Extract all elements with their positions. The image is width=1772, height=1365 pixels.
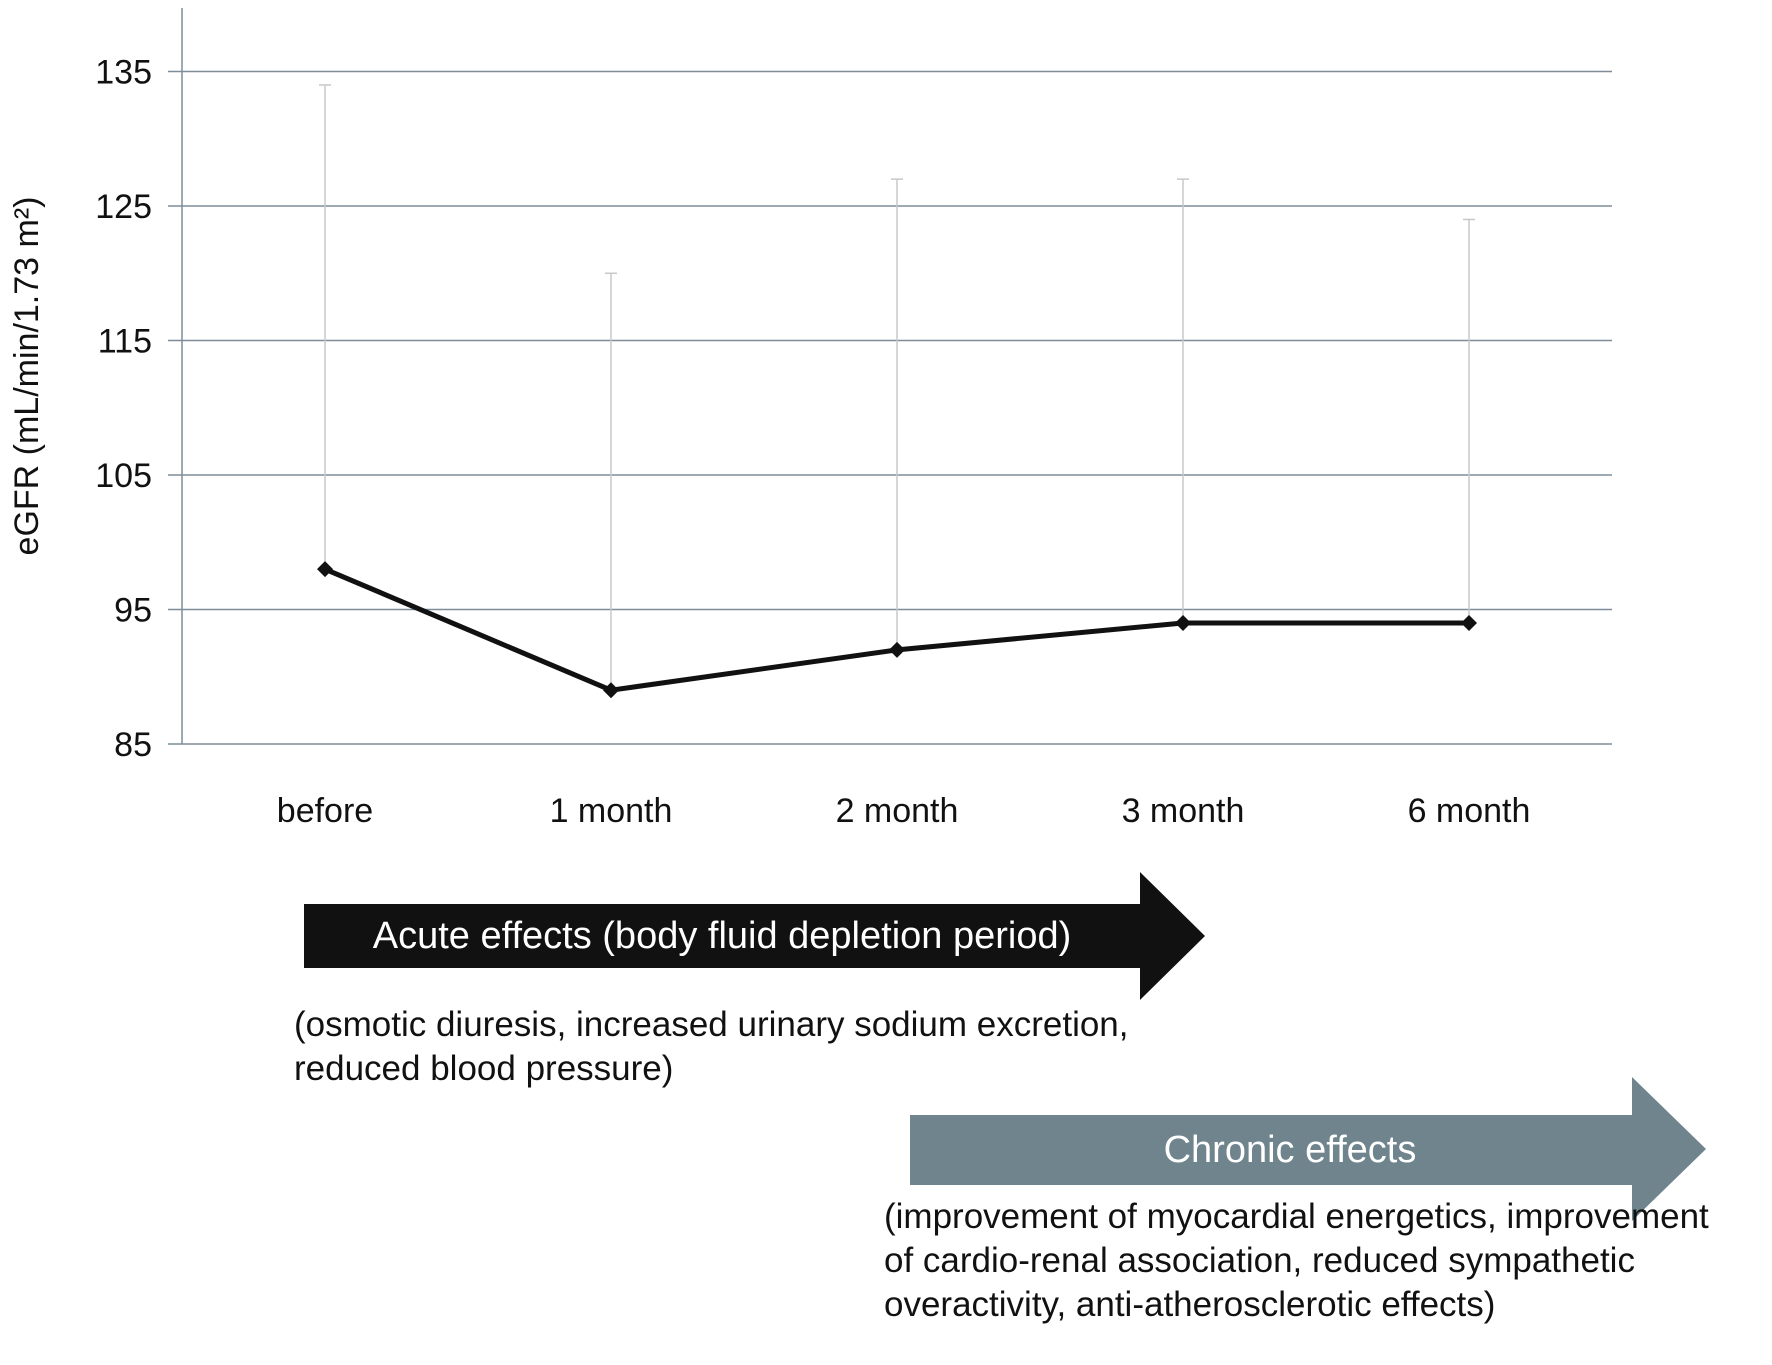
error-bars [319, 84, 1475, 691]
x-tick-label: 1 month [550, 792, 673, 830]
x-tick-label: 3 month [1122, 792, 1245, 830]
x-tick-label: 6 month [1408, 792, 1531, 830]
x-tick-labels: before 1 month 2 month 3 month 6 month [277, 792, 1531, 830]
acute-note-line: reduced blood pressure) [294, 1049, 674, 1088]
acute-arrow-shape [304, 872, 1205, 1000]
y-tick-label: 135 [95, 54, 152, 92]
data-point-marker [603, 682, 619, 699]
y-tick-labels: 85 95 105 115 125 135 [95, 54, 152, 765]
y-tick-label: 115 [98, 323, 152, 361]
data-point-marker [317, 561, 333, 578]
data-points [317, 561, 1477, 699]
data-point-marker [1461, 614, 1477, 631]
chronic-effects-label: Chronic effects [1163, 1128, 1417, 1171]
gridlines [168, 70, 1612, 745]
x-tick-label: 2 month [836, 792, 959, 830]
chronic-note-line: (improvement of myocardial energetics, i… [884, 1197, 1709, 1236]
y-tick-label: 125 [95, 188, 152, 226]
acute-effects-label: Acute effects (body fluid depletion peri… [372, 914, 1072, 957]
acute-note-line: (osmotic diuresis, increased urinary sod… [294, 1005, 1129, 1044]
acute-effects-arrow [304, 872, 1205, 1000]
y-tick-label: 95 [114, 592, 152, 630]
y-axis-label: eGFR (mL/min/1.73 m²) [8, 197, 46, 556]
y-tick-label: 105 [95, 457, 152, 495]
acute-effects-note: (osmotic diuresis, increased urinary sod… [294, 1003, 1129, 1091]
chronic-note-line: of cardio-renal association, reduced sym… [884, 1241, 1635, 1280]
chronic-note-line: overactivity, anti-atherosclerotic effec… [884, 1285, 1496, 1324]
egfr-line-chart: 85 95 105 115 125 135 before 1 month 2 month 3 m… [8, 8, 1612, 830]
data-point-marker [889, 641, 905, 658]
chronic-effects-arrow [910, 1077, 1706, 1221]
chronic-effects-note: (improvement of myocardial energetics, i… [884, 1195, 1709, 1327]
x-tick-label: before [277, 792, 373, 830]
chronic-arrow-shape [910, 1077, 1706, 1221]
y-tick-label: 85 [114, 726, 152, 764]
data-point-marker [1175, 614, 1191, 631]
